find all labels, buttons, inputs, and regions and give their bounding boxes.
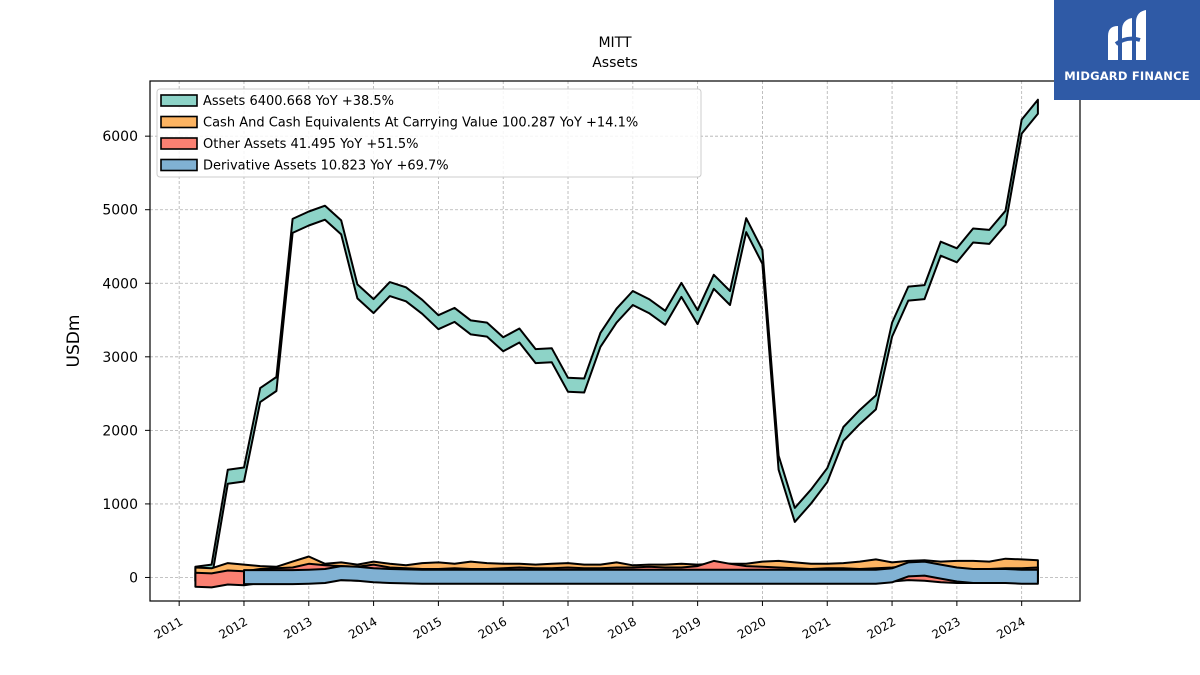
logo-mark-icon [1108,10,1146,60]
x-tick-label: 2018 [605,614,638,641]
x-tick-label: 2017 [541,614,574,641]
legend-label: Assets 6400.668 YoY +38.5% [203,94,394,109]
legend-swatch [160,115,198,129]
legend-label: Derivative Assets 10.823 YoY +69.7% [203,159,449,174]
x-tick-label: 2012 [217,614,250,641]
logo-text: MIDGARD FINANCE [1064,69,1190,83]
y-tick-label: 3000 [102,350,138,366]
y-tick-label: 0 [129,570,138,586]
y-tick-label: 2000 [102,423,138,439]
x-tick-label: 2015 [411,614,444,641]
y-tick-label: 6000 [102,129,138,145]
x-tick-label: 2016 [476,614,509,641]
x-tick-label: 2022 [865,614,898,641]
series-band-3 [243,560,1039,586]
legend-label: Other Assets 41.495 YoY +51.5% [203,137,419,152]
legend: Assets 6400.668 YoY +38.5% Cash And Cash … [156,88,702,178]
legend-label: Cash And Cash Equivalents At Carrying Va… [203,116,638,131]
x-tick-label: 2019 [670,614,703,641]
x-tick-label: 2013 [281,614,314,641]
legend-swatch [160,94,198,107]
chart-title: MITT [598,35,632,51]
x-tick-label: 2014 [346,614,379,641]
legend-swatch [160,137,198,150]
x-tick-label: 2023 [929,614,962,641]
x-tick-label: 2011 [152,614,185,641]
x-tick-label: 2024 [994,614,1027,641]
y-tick-label: 5000 [102,203,138,219]
series-layer [194,98,1039,589]
plot-frame [149,80,1081,602]
series-band-0 [194,98,1039,582]
y-tick-label: 4000 [102,276,138,292]
x-tick-label: 2020 [735,614,768,641]
x-tick-label: 2021 [800,614,833,641]
chart-subtitle: Assets [592,55,638,71]
y-axis-label: USDm [64,315,84,368]
legend-box [156,88,702,178]
legend-swatch [160,158,198,172]
brand-logo: MIDGARD FINANCE [1054,0,1200,100]
y-tick-label: 1000 [102,497,138,513]
